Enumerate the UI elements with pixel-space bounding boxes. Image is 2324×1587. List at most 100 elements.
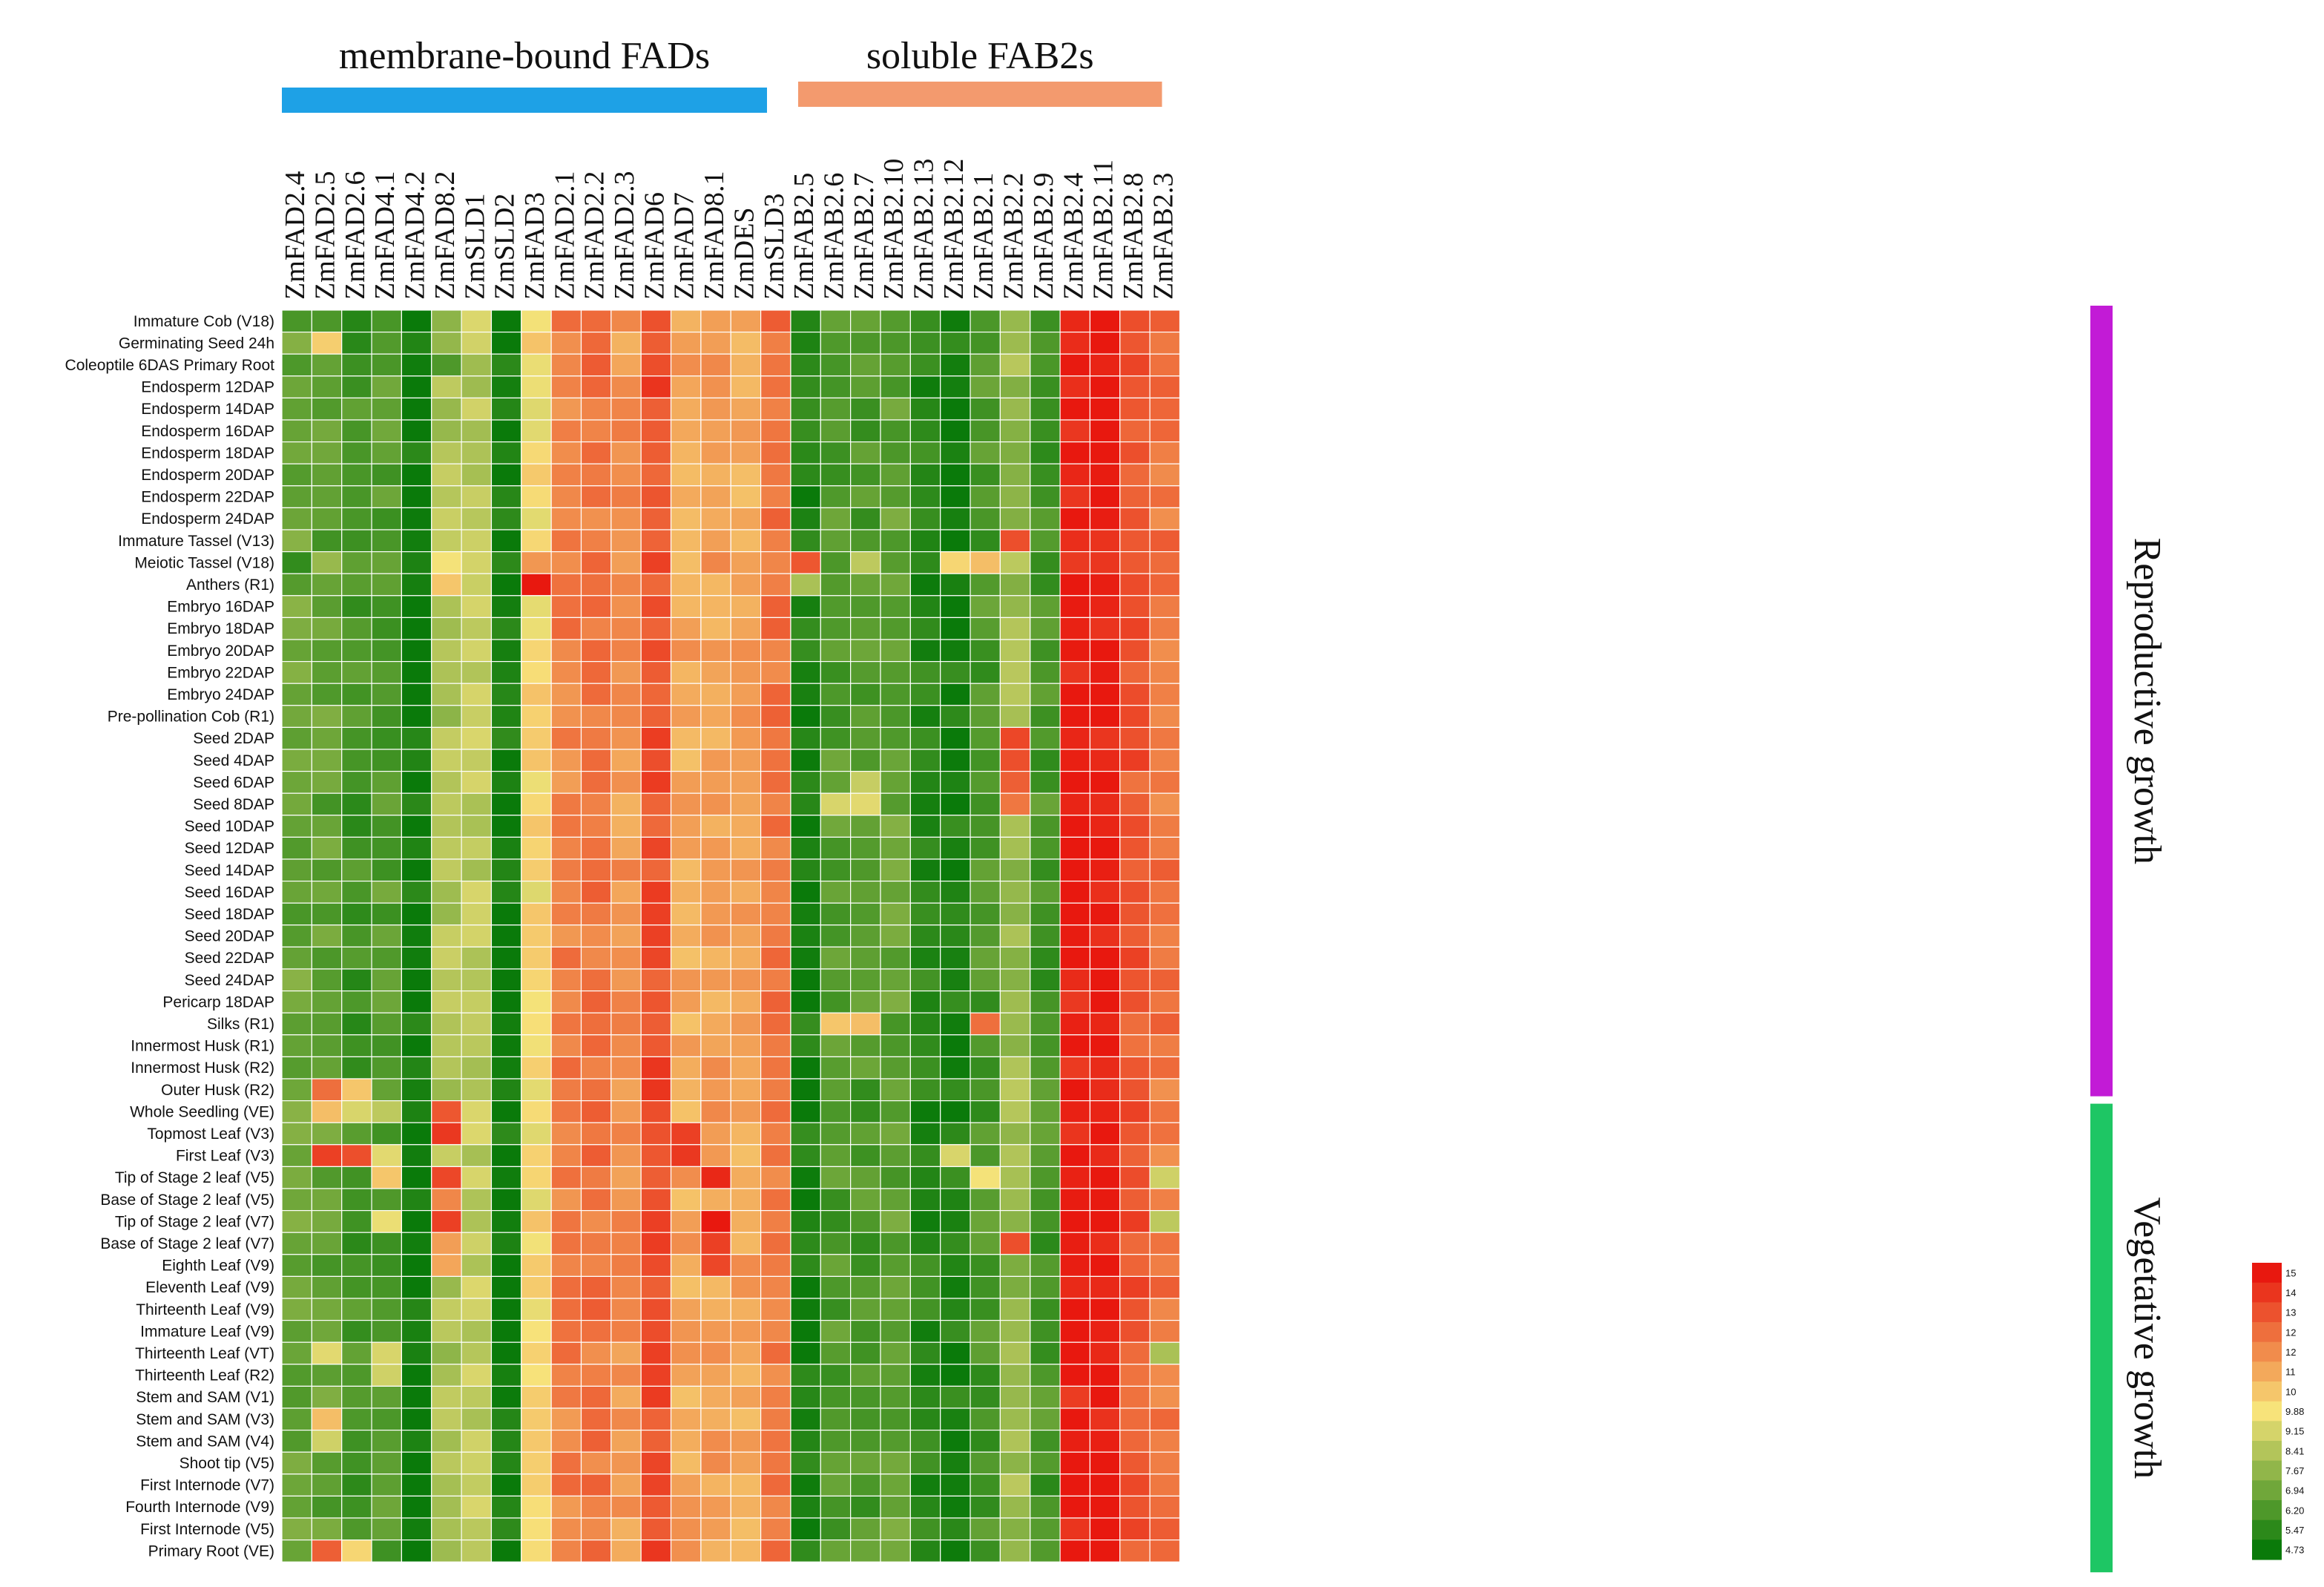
heatmap-cell	[790, 1495, 821, 1519]
heatmap-cell	[311, 924, 343, 948]
heatmap-cell	[371, 573, 402, 597]
heatmap-cell	[371, 1319, 402, 1343]
heatmap-cell	[610, 1495, 642, 1519]
heatmap-cell	[970, 1275, 1001, 1299]
heatmap-cell	[909, 617, 941, 640]
heatmap-cell	[610, 639, 642, 663]
heatmap-cell	[1119, 309, 1151, 333]
heatmap-cell	[341, 595, 372, 618]
heatmap-cell	[640, 683, 672, 706]
heatmap-cell	[431, 1144, 462, 1168]
heatmap-cell	[820, 1188, 852, 1212]
heatmap-cell	[760, 660, 791, 684]
heatmap-cell	[1089, 1144, 1121, 1168]
heatmap-cell	[880, 639, 911, 663]
heatmap-cell	[431, 990, 462, 1013]
heatmap-cell	[700, 815, 731, 838]
heatmap-cell	[371, 1012, 402, 1036]
heatmap-cell	[461, 683, 493, 706]
heatmap-cell	[580, 441, 612, 464]
heatmap-cell	[490, 660, 522, 684]
heatmap-cell	[880, 529, 911, 553]
heatmap-cell	[700, 1144, 731, 1168]
heatmap-cell	[880, 1429, 911, 1453]
heatmap-cell	[461, 397, 493, 421]
heatmap-cell	[341, 1275, 372, 1299]
heatmap-cell	[461, 375, 493, 398]
heatmap-cell	[700, 1188, 731, 1212]
legend-swatch	[2252, 1322, 2282, 1343]
heatmap-cell	[341, 968, 372, 992]
heatmap-cell	[1119, 1275, 1151, 1299]
heatmap-cell	[610, 1078, 642, 1102]
heatmap-cell	[909, 836, 941, 860]
heatmap-cell	[1149, 880, 1181, 904]
heatmap-cell	[311, 1451, 343, 1475]
row-label: Silks (R1)	[207, 1016, 274, 1033]
heatmap-cell	[341, 1188, 372, 1212]
heatmap-cell	[700, 1319, 731, 1343]
heatmap-cell	[490, 858, 522, 882]
heatmap-cell	[1089, 375, 1121, 398]
heatmap-cell	[341, 1540, 372, 1563]
heatmap-cell	[1089, 573, 1121, 597]
heatmap-cell	[371, 770, 402, 794]
heatmap-cell	[730, 1473, 762, 1497]
column-label: ZmFAB2.3	[1148, 173, 1179, 300]
heatmap-cell	[281, 309, 312, 333]
heatmap-cell	[940, 792, 971, 816]
heatmap-cell	[610, 595, 642, 618]
heatmap-cell	[850, 1078, 881, 1102]
heatmap-cell	[490, 1473, 522, 1497]
heatmap-cell	[521, 792, 552, 816]
heatmap-cell	[1119, 1056, 1151, 1080]
heatmap-cell	[850, 1495, 881, 1519]
heatmap-cell	[401, 836, 432, 860]
heatmap-cell	[880, 1451, 911, 1475]
heatmap-cell	[281, 990, 312, 1013]
heatmap-cell	[461, 1100, 493, 1123]
heatmap-cell	[521, 1122, 552, 1146]
heatmap-cell	[999, 1429, 1031, 1453]
heatmap-cell	[940, 880, 971, 904]
heatmap-cell	[999, 1034, 1031, 1058]
heatmap-cell	[281, 1473, 312, 1497]
heatmap-cell	[999, 573, 1031, 597]
row-label: Embryo 24DAP	[167, 686, 274, 703]
heatmap-cell	[700, 683, 731, 706]
heatmap-cell	[850, 815, 881, 838]
heatmap-cell	[820, 1451, 852, 1475]
heatmap-cell	[610, 990, 642, 1013]
heatmap-cell	[1030, 1056, 1061, 1080]
heatmap-cell	[700, 1540, 731, 1563]
heatmap-cell	[1030, 1495, 1061, 1519]
heatmap-cell	[880, 1319, 911, 1343]
heatmap-cell	[670, 1517, 702, 1541]
heatmap-cell	[580, 1364, 612, 1387]
heatmap-cell	[281, 1319, 312, 1343]
row-label: Germinating Seed 24h	[119, 335, 274, 352]
heatmap-cell	[670, 880, 702, 904]
heatmap-cell	[970, 397, 1001, 421]
heatmap-cell	[999, 946, 1031, 970]
heatmap-cell	[580, 1473, 612, 1497]
heatmap-cell	[760, 375, 791, 398]
legend-tick-label: 9.15	[2285, 1426, 2304, 1437]
heatmap-cell	[970, 1166, 1001, 1189]
heatmap-cell	[1030, 485, 1061, 508]
heatmap-cell	[281, 1144, 312, 1168]
heatmap-cell	[1149, 815, 1181, 838]
legend-swatch	[2252, 1361, 2282, 1382]
heatmap-cell	[521, 660, 552, 684]
heatmap-cell	[700, 1209, 731, 1233]
heatmap-cell	[880, 595, 911, 618]
heatmap-cell	[880, 1034, 911, 1058]
heatmap-cell	[490, 1451, 522, 1475]
heatmap-cell	[371, 1298, 402, 1321]
heatmap-cell	[880, 660, 911, 684]
heatmap-cell	[790, 705, 821, 728]
heatmap-cell	[431, 639, 462, 663]
heatmap-cell	[431, 924, 462, 948]
heatmap-cell	[521, 463, 552, 487]
heatmap-cell	[940, 990, 971, 1013]
